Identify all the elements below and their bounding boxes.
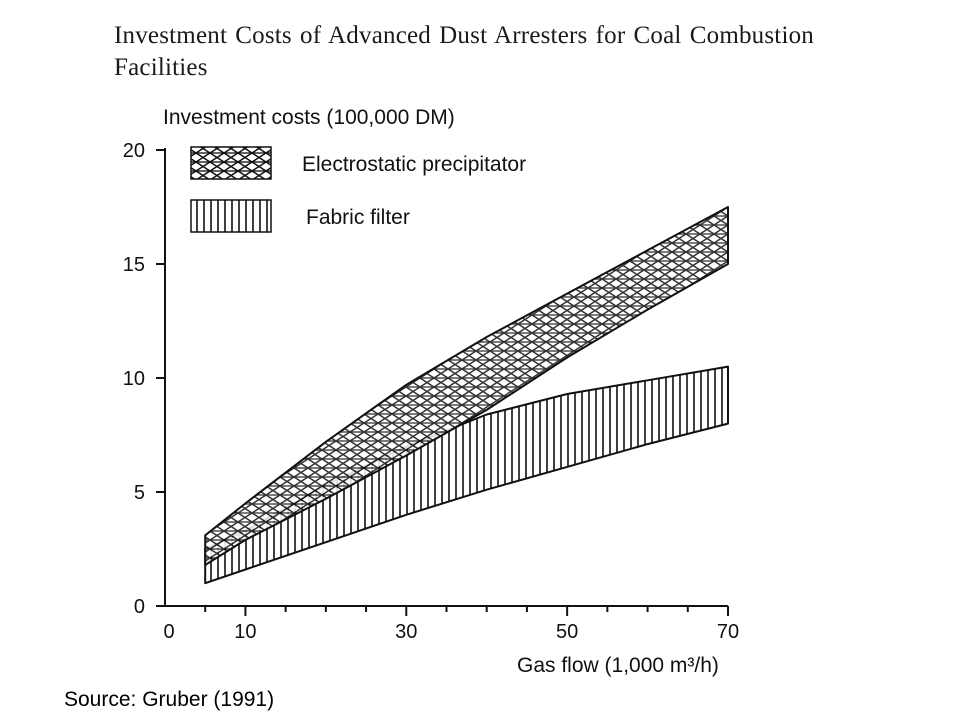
y-tick-label: 15 — [123, 254, 145, 276]
chart-title: Investment Costs of Advanced Dust Arrest… — [114, 22, 814, 81]
x-ticks: 0 10 30 50 70 — [163, 606, 739, 643]
x-tick-label: 70 — [717, 621, 739, 643]
x-tick-label: 50 — [556, 621, 578, 643]
y-tick-label: 10 — [123, 368, 145, 390]
x-tick-label: 0 — [163, 621, 174, 643]
legend-swatch-electrostatic — [190, 146, 272, 180]
legend-swatch-fabric — [190, 199, 272, 233]
y-tick-label: 5 — [134, 482, 145, 504]
legend-label-electrostatic: Electrostatic precipitator — [302, 153, 526, 176]
y-ticks: 0 5 10 15 20 — [123, 140, 165, 618]
x-axis-label: Gas flow (1,000 m³/h) — [517, 654, 719, 677]
y-tick-label: 20 — [123, 140, 145, 162]
band-electrostatic-precipitator — [204, 206, 729, 566]
source-note: Source: Gruber (1991) — [64, 688, 275, 711]
y-axis-label: Investment costs (100,000 DM) — [163, 106, 455, 129]
x-tick-label: 10 — [234, 621, 256, 643]
series-bands — [204, 206, 729, 585]
legend: Electrostatic precipitator Fabric filter — [190, 146, 526, 233]
legend-label-fabric: Fabric filter — [306, 206, 410, 229]
x-tick-label: 30 — [395, 621, 417, 643]
y-tick-label: 0 — [134, 596, 145, 618]
